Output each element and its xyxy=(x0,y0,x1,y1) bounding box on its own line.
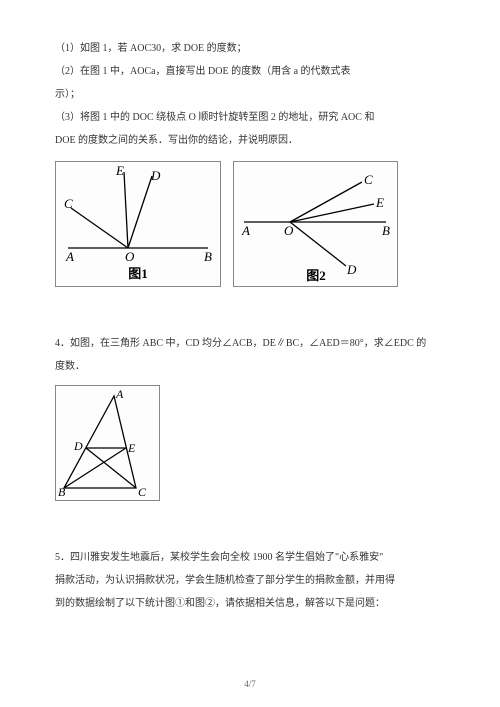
svg-text:A: A xyxy=(115,387,124,401)
q5-line2: 捐款活动，为认识捐款状况，学会生随机检查了部分学生的捐款金额，并用得 xyxy=(55,570,445,591)
page-content: （1）如图 1，若 AOC30，求 DOE 的度数； （2）在图 1 中，AOC… xyxy=(55,38,445,614)
figure-row-1: A B O C E D 图1 A B xyxy=(55,161,445,287)
figure-2: A B O C E D 图2 xyxy=(233,161,398,287)
page-footer: 4/7 xyxy=(0,679,500,689)
svg-text:B: B xyxy=(382,223,390,238)
svg-text:C: C xyxy=(364,172,373,187)
q3-line2: DOE 的度数之间的关系．写出你的结论，并说明原因． xyxy=(55,130,445,151)
q2-line2: 示）； xyxy=(55,84,445,105)
q2-line1: （2）在图 1 中，AOCa，直接写出 DOE 的度数（用含 a 的代数式表 xyxy=(55,61,445,82)
figure-1: A B O C E D 图1 xyxy=(55,161,221,287)
svg-text:A: A xyxy=(241,223,250,238)
q3-line1: （3）将图 1 中的 DOC 绕极点 O 顺时针旋转至图 2 的地址，研究 AO… xyxy=(55,107,445,128)
svg-text:D: D xyxy=(346,262,357,277)
svg-text:E: E xyxy=(375,195,384,210)
svg-text:B: B xyxy=(58,485,66,499)
q5-line3: 到的数据绘制了以下统计图①和图②，请依据相关信息，解答以下是问题： xyxy=(55,593,445,614)
svg-text:E: E xyxy=(127,441,136,455)
svg-text:O: O xyxy=(284,223,294,238)
svg-text:A: A xyxy=(65,249,74,264)
svg-text:图1: 图1 xyxy=(128,266,148,281)
q4-line2: 度数． xyxy=(55,356,445,377)
svg-text:E: E xyxy=(115,163,124,178)
svg-text:C: C xyxy=(138,485,147,499)
svg-text:O: O xyxy=(125,249,135,264)
svg-text:B: B xyxy=(204,249,212,264)
svg-text:图2: 图2 xyxy=(306,268,326,283)
svg-text:C: C xyxy=(64,196,73,211)
q5-line1: 5．四川雅安发生地震后，某校学生会向全校 1900 名学生倡始了"心系雅安" xyxy=(55,547,445,568)
svg-text:D: D xyxy=(150,168,161,183)
svg-text:D: D xyxy=(73,439,83,453)
q1-line1: （1）如图 1，若 AOC30，求 DOE 的度数； xyxy=(55,38,445,59)
figure-3: A B C D E xyxy=(55,385,160,501)
q4-line1: 4．如图，在三角形 ABC 中，CD 均分∠ACB，DE∥BC，∠AED＝80°… xyxy=(55,333,445,354)
